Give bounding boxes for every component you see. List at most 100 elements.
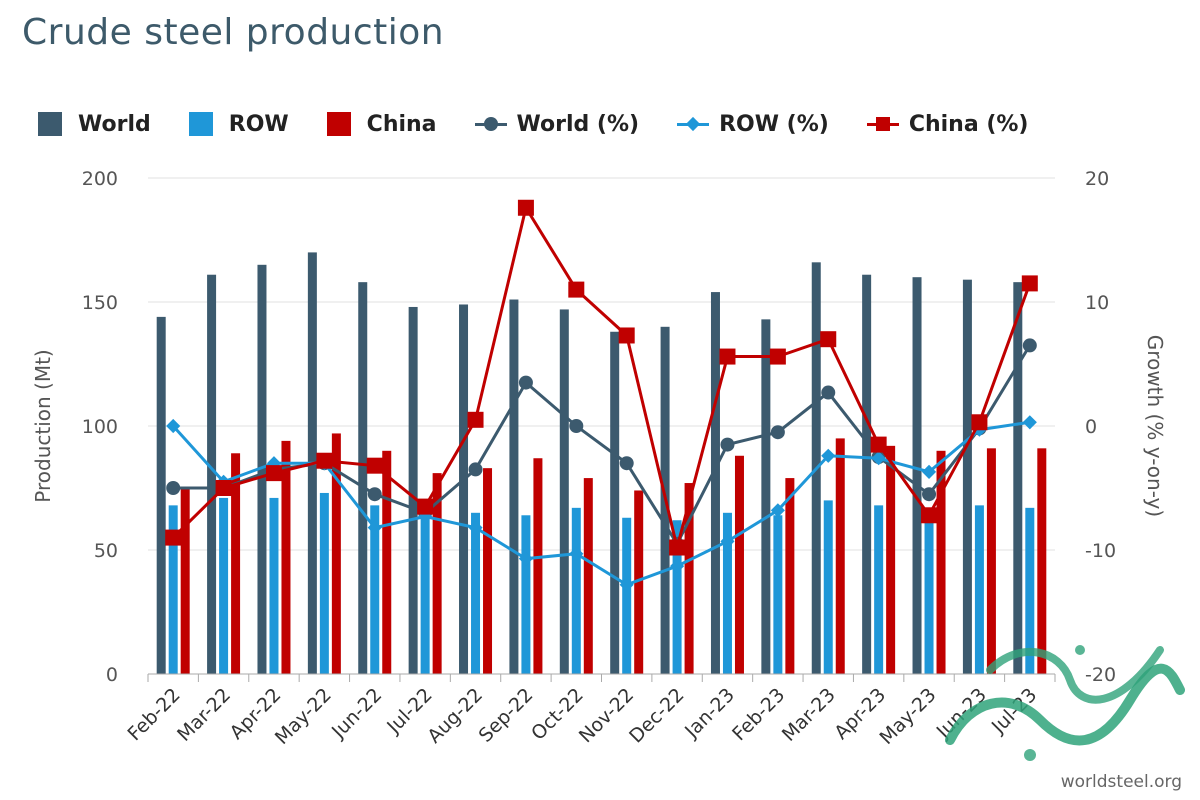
point-china bbox=[165, 529, 182, 546]
point-china bbox=[669, 539, 686, 556]
point-world bbox=[770, 425, 785, 440]
bar-china bbox=[583, 478, 593, 674]
bar-world bbox=[862, 274, 872, 674]
chart-title: Crude steel production bbox=[22, 12, 445, 53]
source-watermark: worldsteel.org bbox=[1060, 772, 1182, 792]
point-china bbox=[316, 452, 333, 469]
bar-world bbox=[207, 274, 217, 674]
legend-item-world-pct[interactable]: World (%) bbox=[474, 112, 639, 137]
bar-world bbox=[509, 299, 519, 674]
point-china bbox=[517, 199, 534, 216]
legend-item-world[interactable]: World bbox=[38, 112, 151, 137]
bar-row bbox=[168, 505, 178, 674]
point-world bbox=[569, 419, 584, 433]
point-china bbox=[467, 411, 484, 428]
x-tick-label: Mar-23 bbox=[778, 684, 840, 746]
bar-row bbox=[672, 520, 682, 674]
bar-world bbox=[912, 277, 922, 674]
point-world bbox=[922, 487, 937, 502]
bar-row bbox=[521, 515, 531, 674]
bar-row bbox=[874, 505, 884, 674]
point-china bbox=[719, 348, 736, 365]
bar-china bbox=[936, 450, 946, 674]
point-world bbox=[821, 385, 836, 400]
y-axis-title-left: Production (Mt) bbox=[31, 349, 55, 502]
y-tick-label-left: 200 bbox=[82, 168, 118, 190]
point-china bbox=[820, 331, 837, 348]
y-tick-label-right: -10 bbox=[1085, 540, 1116, 562]
point-row bbox=[720, 534, 735, 549]
bar-world bbox=[156, 316, 166, 674]
line-world bbox=[173, 344, 1032, 547]
point-row bbox=[367, 520, 382, 535]
bar-china bbox=[986, 448, 996, 674]
legend-label-world: World bbox=[78, 111, 151, 137]
point-china bbox=[265, 465, 282, 482]
point-china bbox=[366, 457, 383, 474]
y-tick-label-right: -20 bbox=[1085, 664, 1116, 686]
bar-row bbox=[622, 517, 632, 674]
bar-china bbox=[180, 488, 190, 674]
x-tick-label: Feb-23 bbox=[728, 684, 789, 745]
y-tick-label-left: 100 bbox=[82, 416, 118, 438]
bar-china bbox=[634, 490, 644, 674]
bar-china bbox=[281, 440, 291, 674]
point-china bbox=[1021, 275, 1038, 292]
x-tick-label: Feb-22 bbox=[123, 684, 184, 745]
x-tick-label: Nov-22 bbox=[575, 684, 638, 747]
x-tick-label: May-22 bbox=[271, 684, 336, 749]
point-china bbox=[215, 480, 232, 496]
y-tick-label-left: 150 bbox=[82, 292, 118, 314]
bar-world bbox=[1013, 282, 1023, 674]
legend-swatch-world bbox=[38, 112, 62, 136]
point-row bbox=[166, 418, 181, 434]
bar-world bbox=[257, 264, 267, 674]
point-china bbox=[417, 498, 434, 515]
x-tick-label: Aug-22 bbox=[423, 684, 487, 748]
bar-china bbox=[1037, 448, 1047, 674]
legend-item-row[interactable]: ROW bbox=[188, 112, 289, 137]
y-tick-label-right: 0 bbox=[1085, 416, 1097, 438]
publisher-logo bbox=[945, 645, 1185, 761]
point-row bbox=[670, 559, 685, 574]
bar-row bbox=[269, 497, 279, 674]
bar-row bbox=[773, 515, 783, 674]
point-row bbox=[871, 451, 886, 466]
bar-china bbox=[432, 473, 442, 674]
x-tick-label: Jan-23 bbox=[680, 684, 739, 743]
bar-row bbox=[370, 505, 380, 674]
bar-world bbox=[459, 304, 469, 674]
y-tick-label-right: 20 bbox=[1085, 168, 1109, 190]
x-tick-label: Jun-22 bbox=[327, 684, 386, 743]
legend-item-china[interactable]: China bbox=[326, 112, 437, 137]
bar-row bbox=[924, 517, 934, 674]
point-world bbox=[518, 375, 533, 390]
bar-row bbox=[319, 492, 329, 674]
line-row bbox=[172, 420, 1031, 587]
legend-line-row-pct bbox=[677, 112, 710, 136]
point-world bbox=[468, 462, 483, 477]
legend-line-china-pct bbox=[866, 112, 899, 136]
bar-china bbox=[331, 433, 341, 674]
legend-swatch-row bbox=[188, 112, 213, 136]
point-row bbox=[619, 577, 634, 592]
legend-label-china-pct: China (%) bbox=[908, 111, 1029, 137]
legend-swatch-china bbox=[326, 112, 351, 136]
legend-item-row-pct[interactable]: ROW (%) bbox=[677, 112, 829, 137]
line-china bbox=[172, 203, 1032, 548]
bar-world bbox=[710, 292, 720, 674]
point-row bbox=[1022, 415, 1037, 430]
y-tick-label-right: 10 bbox=[1085, 292, 1109, 314]
y-tick-label-left: 50 bbox=[94, 540, 118, 562]
legend-item-china-pct[interactable]: China (%) bbox=[866, 111, 1029, 137]
point-china bbox=[568, 281, 585, 298]
bar-china bbox=[785, 478, 795, 674]
x-tick-label: Sep-22 bbox=[475, 684, 538, 747]
point-row bbox=[770, 503, 785, 518]
point-china bbox=[618, 327, 635, 344]
bar-china bbox=[734, 455, 744, 674]
point-china bbox=[921, 507, 938, 524]
point-world bbox=[619, 456, 634, 471]
bar-row bbox=[420, 515, 430, 674]
